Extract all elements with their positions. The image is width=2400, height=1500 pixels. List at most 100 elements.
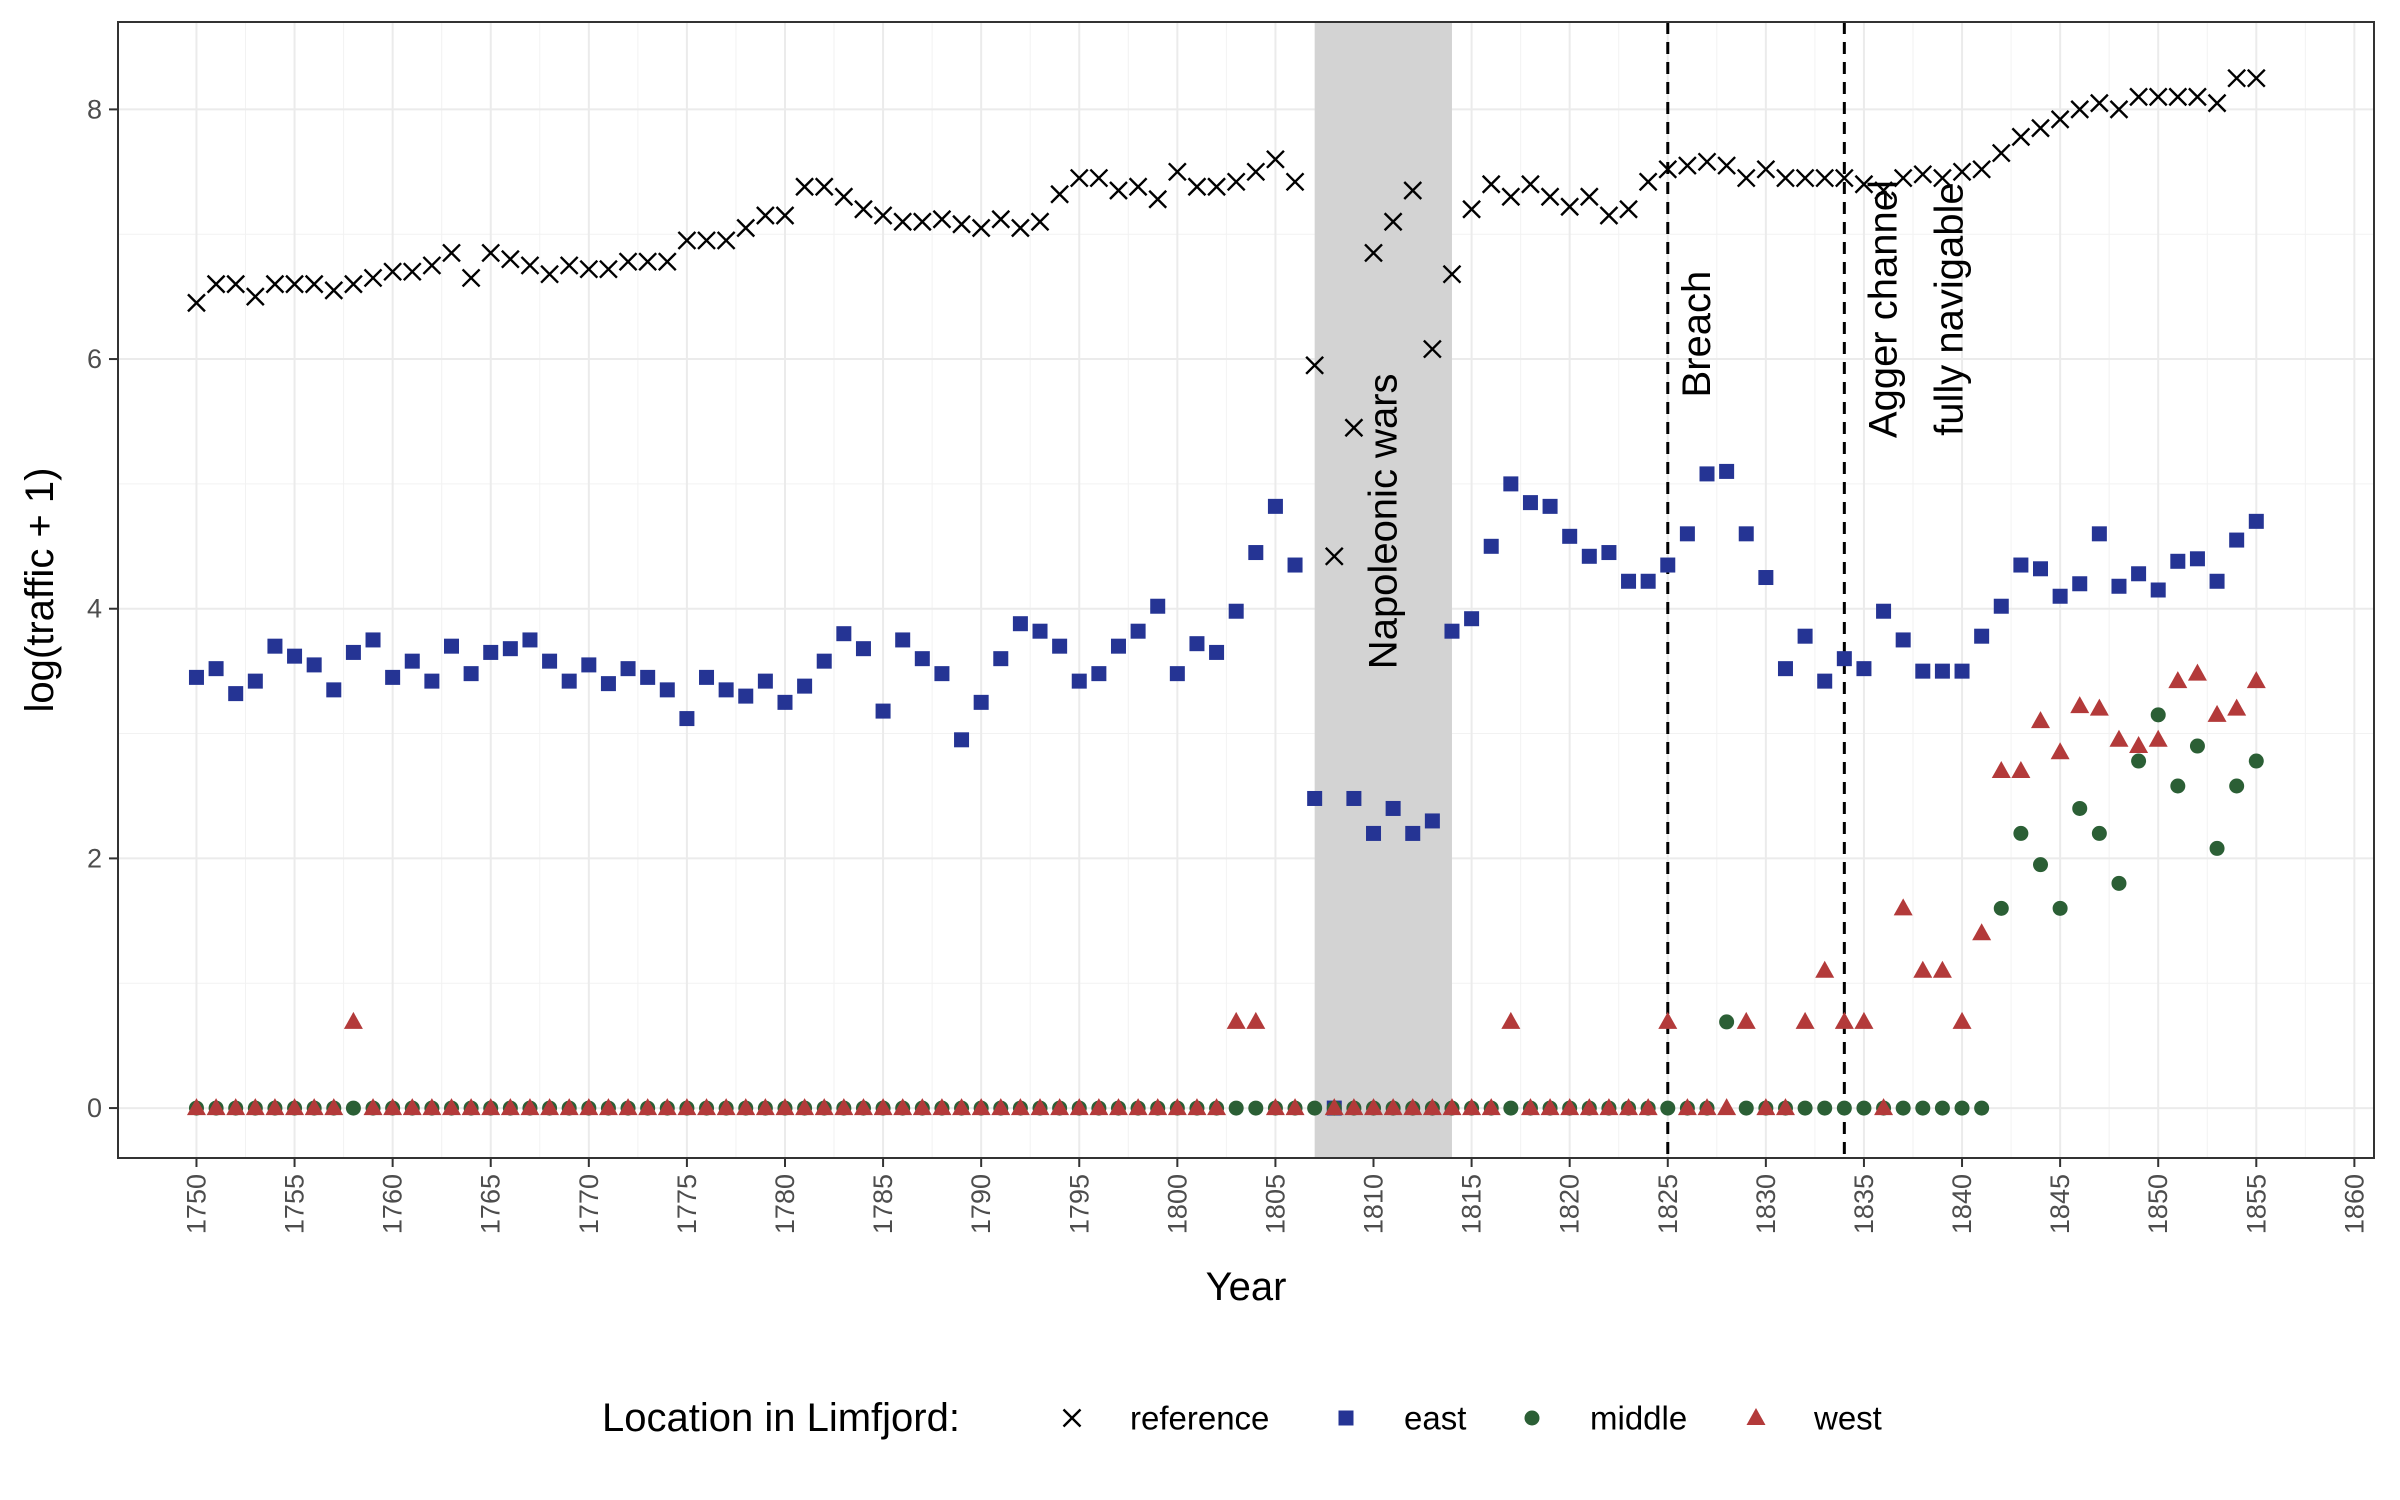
reference-point xyxy=(363,268,383,288)
east-point xyxy=(1895,632,1911,648)
middle-point xyxy=(2248,753,2264,769)
east-point xyxy=(659,682,675,698)
east-point xyxy=(424,673,440,689)
reference-point xyxy=(1638,172,1658,192)
reference-point xyxy=(1579,187,1599,207)
x-tick-label: 1780 xyxy=(770,1174,800,1234)
reference-point xyxy=(697,231,716,250)
east-point xyxy=(914,651,930,667)
reference-point xyxy=(1148,189,1168,209)
x-tick-label: 1860 xyxy=(2339,1174,2369,1234)
west-point xyxy=(1658,1011,1678,1029)
east-point xyxy=(1248,545,1264,561)
x-tick-label: 1785 xyxy=(868,1174,898,1234)
middle-point xyxy=(2072,800,2088,816)
middle-point xyxy=(2229,778,2245,794)
west-point xyxy=(2187,663,2207,681)
middle-point xyxy=(1738,1100,1754,1116)
west-point xyxy=(520,1098,540,1116)
reference-point xyxy=(1128,177,1148,197)
legend-label-east: east xyxy=(1404,1400,1466,1437)
reference-point xyxy=(1501,187,1521,207)
middle-point xyxy=(1836,1100,1852,1116)
west-point xyxy=(1952,1011,1972,1029)
legend-label-west: west xyxy=(1813,1400,1882,1437)
middle-point xyxy=(1993,900,2009,916)
west-point xyxy=(1756,1098,1776,1116)
east-point xyxy=(1993,598,2009,614)
west-point xyxy=(265,1098,285,1116)
west-point xyxy=(206,1098,226,1116)
east-point xyxy=(306,657,322,673)
middle-point xyxy=(1817,1100,1833,1116)
east-point xyxy=(287,648,303,664)
vline-layer xyxy=(1666,22,1846,1158)
east-point xyxy=(1522,495,1538,511)
east-point xyxy=(777,694,793,710)
reference-point xyxy=(1972,159,1991,179)
east-point xyxy=(1797,628,1813,644)
reference-point xyxy=(1756,159,1776,179)
west-point xyxy=(1501,1011,1521,1029)
reference-point xyxy=(1109,181,1128,200)
east-point xyxy=(1169,666,1185,682)
west-point xyxy=(795,1098,815,1116)
east-point xyxy=(1562,528,1578,544)
reference-point xyxy=(932,209,952,229)
reference-point xyxy=(618,252,638,272)
east-point xyxy=(973,694,989,710)
east-point xyxy=(1052,638,1068,654)
middle-point xyxy=(1856,1100,1872,1116)
reference-point xyxy=(559,256,579,275)
east-point xyxy=(1130,623,1146,639)
reference-point xyxy=(2168,87,2188,107)
west-point xyxy=(1108,1098,1128,1116)
reference-point xyxy=(1383,212,1403,232)
west-point xyxy=(814,1098,834,1116)
reference-point xyxy=(1011,218,1030,238)
middle-point xyxy=(1915,1100,1931,1116)
reference-point xyxy=(1933,168,1952,188)
west-point xyxy=(1579,1098,1599,1116)
reference-point xyxy=(1423,339,1442,359)
west-point xyxy=(2109,729,2129,747)
east-point xyxy=(1424,813,1440,829)
west-point xyxy=(1364,1098,1384,1116)
east-point xyxy=(1581,548,1597,564)
x-tick-label: 1820 xyxy=(1555,1174,1585,1234)
reference-point xyxy=(2227,68,2247,88)
east-point xyxy=(188,669,204,685)
reference-point xyxy=(383,262,402,282)
east-point xyxy=(247,673,263,689)
reference-point xyxy=(2207,93,2227,113)
east-point xyxy=(2013,557,2029,573)
west-point xyxy=(441,1098,461,1116)
middle-point xyxy=(1503,1100,1519,1116)
east-legend-key xyxy=(1338,1410,1354,1426)
west-point xyxy=(2148,729,2168,747)
east-point xyxy=(875,703,891,719)
y-axis: 0 2 4 6 8 xyxy=(87,94,118,1123)
reference-point xyxy=(1364,243,1383,263)
west-point xyxy=(2246,671,2266,689)
middle-point xyxy=(1974,1100,1990,1116)
west-point xyxy=(579,1098,599,1116)
west-point xyxy=(1795,1011,1815,1029)
reference-point xyxy=(1815,168,1835,188)
east-point xyxy=(1346,790,1362,806)
west-point xyxy=(1403,1098,1423,1116)
reference-point xyxy=(304,274,324,294)
reference-point xyxy=(187,293,206,313)
reference-point xyxy=(716,231,736,250)
west-point xyxy=(1422,1098,1442,1116)
east-point xyxy=(345,644,361,660)
west-point xyxy=(324,1098,344,1116)
middle-point xyxy=(2170,778,2186,794)
east-point xyxy=(1150,598,1166,614)
reference-point xyxy=(540,264,559,284)
reference-point xyxy=(1187,177,1207,197)
west-point xyxy=(618,1098,638,1116)
east-point xyxy=(2170,553,2186,569)
west-point xyxy=(1677,1098,1697,1116)
